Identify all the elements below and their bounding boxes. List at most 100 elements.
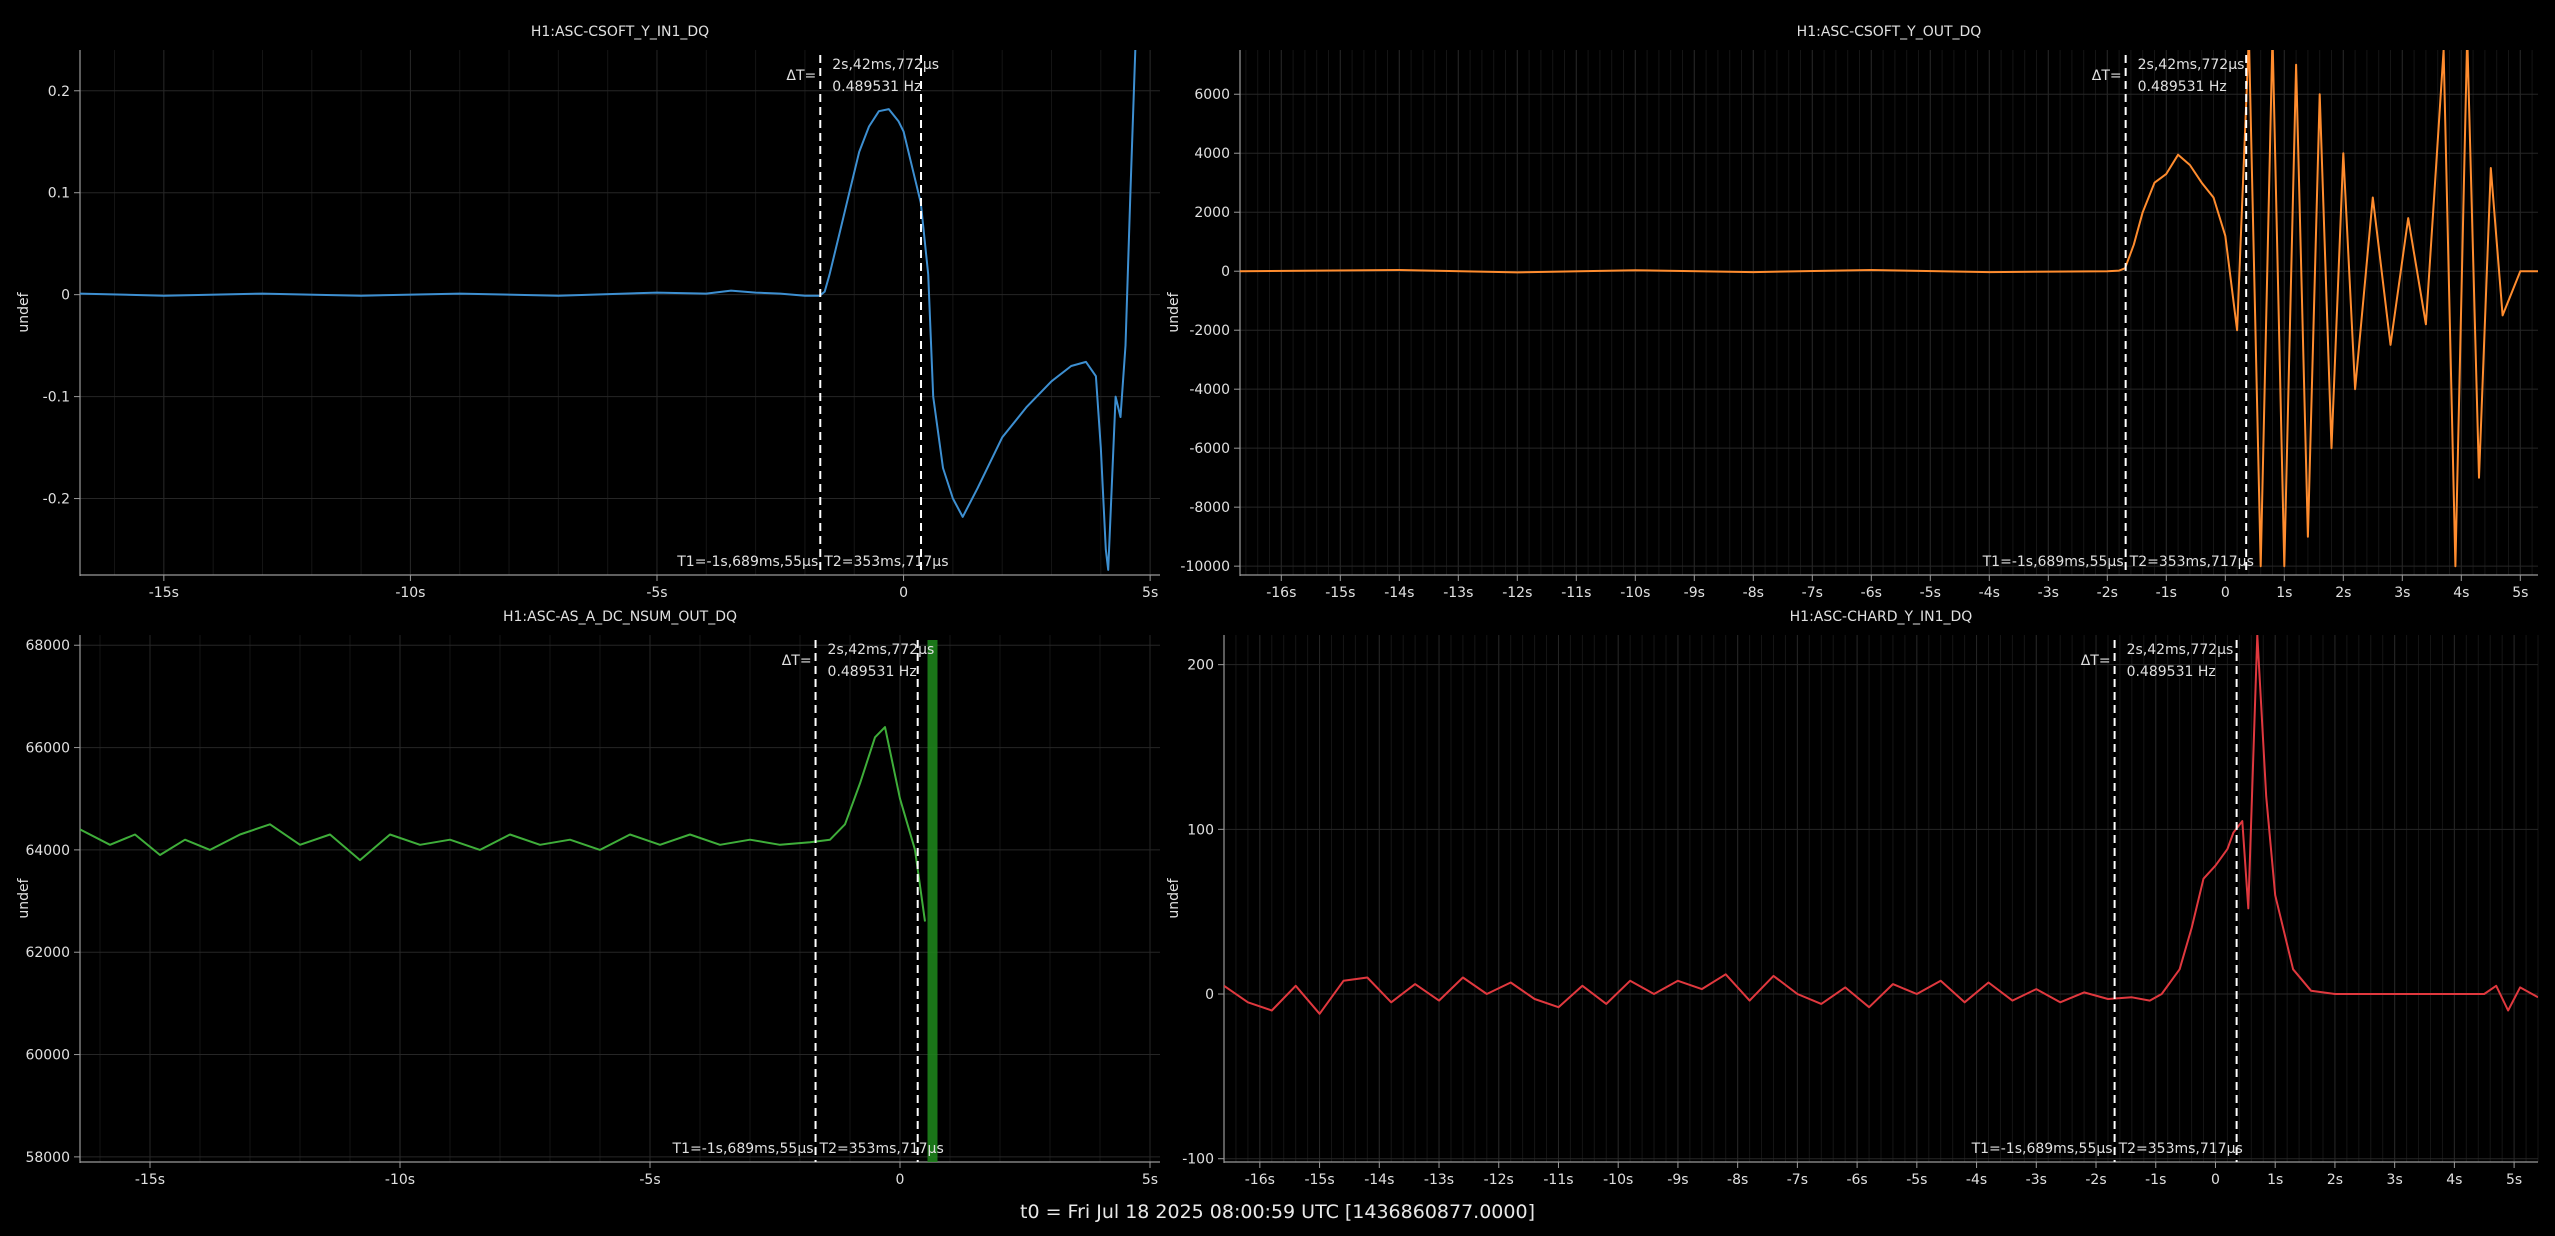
x-tick-label: 4s [2453,585,2469,601]
x-tick-label: -11s [1561,585,1591,601]
y-tick-label: -6000 [1189,441,1230,457]
y-tick-label: -100 [1182,1152,1214,1168]
cursor-delta-label: ΔT= [782,653,812,669]
x-tick-label: 0 [2221,585,2230,601]
x-tick-label: 4s [2446,1172,2462,1188]
chart-title: H1:ASC-CHARD_Y_IN1_DQ [1790,609,1973,625]
chart-panel-3: -15s -10s -5s 0 5s 68000 66000 64000 62000 60000 5… [16,609,1160,1188]
x-tick-label: -2s [2097,585,2118,601]
series-line [80,726,926,922]
x-tick-label: 0 [896,1172,905,1188]
cursor-t2-label: T2=353ms,717µs [823,554,948,570]
chart-panel-2: -16s -15s -14s -13s -12s -11s -10s -9s -8s -7s -6s… [1166,24,2538,601]
y-tick-label: -8000 [1189,500,1230,516]
x-tick-label: 2s [2335,585,2351,601]
x-tick-label: -11s [1543,1172,1573,1188]
x-tick-label: -5s [646,585,667,601]
y-tick-label: -2000 [1189,323,1230,339]
cursor-t1-label: T1=-1s,689ms,55µs [1982,554,2124,570]
cursor-delta-frequency: 0.489531 Hz [832,79,921,95]
chart-panel-1: -15s -10s -5s 0 5s 0.2 0.1 0 -0.1 -0.2 H1:ASC-CSOF… [16,24,1160,601]
x-tick-label: -16s [1245,1172,1275,1188]
cursor-delta-label: ΔT= [2081,653,2111,669]
y-tick-label: 100 [1187,822,1214,838]
x-tick-label: -4s [1979,585,2000,601]
x-tick-label: 2s [2327,1172,2343,1188]
cursor-delta-label: ΔT= [786,68,816,84]
y-tick-label: 2000 [1194,205,1230,221]
cursor-t2-label: T2=353ms,717µs [819,1141,944,1157]
y-tick-label: 200 [1187,658,1214,674]
x-tick-label: -2s [2085,1172,2106,1188]
y-axis-label: undef [16,291,32,332]
series-line [1224,635,2538,1015]
y-tick-label: 0 [61,288,70,304]
x-tick-label: -8s [1743,585,1764,601]
y-tick-label: 0.2 [48,84,70,100]
x-tick-label: -1s [2156,585,2177,601]
cursor-t1-label: T1=-1s,689ms,55µs [672,1141,814,1157]
x-tick-label: 0 [2211,1172,2220,1188]
y-tick-label: 64000 [25,843,70,859]
x-tick-label: -12s [1502,585,1532,601]
y-tick-label: -10000 [1180,559,1230,575]
x-tick-label: -13s [1443,585,1473,601]
x-tick-label: 3s [2394,585,2410,601]
x-tick-label: -5s [639,1172,660,1188]
x-tick-label: -1s [2145,1172,2166,1188]
y-tick-label: 60000 [25,1048,70,1064]
cursor-t2-label: T2=353ms,717µs [2129,554,2254,570]
x-tick-label: -9s [1667,1172,1688,1188]
x-tick-label: -7s [1802,585,1823,601]
x-tick-label: -8s [1727,1172,1748,1188]
x-tick-label: -12s [1484,1172,1514,1188]
x-tick-label: -7s [1787,1172,1808,1188]
cursor-t2-label: T2=353ms,717µs [2118,1141,2243,1157]
x-tick-label: -10s [395,585,425,601]
x-tick-label: -9s [1684,585,1705,601]
cursor-delta-frequency: 0.489531 Hz [828,664,917,680]
cursor-delta-time: 2s,42ms,772µs [832,57,939,73]
y-axis-label: undef [1166,291,1182,332]
x-tick-label: 5s [2506,1172,2522,1188]
x-tick-label: -10s [1603,1172,1633,1188]
series-line [80,50,1137,571]
y-tick-label: 6000 [1194,87,1230,103]
cursor-delta-frequency: 0.489531 Hz [2138,79,2227,95]
x-tick-label: -5s [1920,585,1941,601]
x-tick-label: 1s [2276,585,2292,601]
x-tick-label: -15s [1325,585,1355,601]
x-tick-label: -3s [2026,1172,2047,1188]
cursor-t1-label: T1=-1s,689ms,55µs [1971,1141,2113,1157]
x-tick-label: -14s [1364,1172,1394,1188]
x-tick-label: -10s [385,1172,415,1188]
y-tick-label: 4000 [1194,146,1230,162]
y-tick-label: 0.1 [48,186,70,202]
y-tick-label: -0.1 [43,390,70,406]
cursor-t1-label: T1=-1s,689ms,55µs [676,554,818,570]
x-tick-label: -5s [1906,1172,1927,1188]
x-tick-label: -16s [1266,585,1296,601]
x-tick-label: -6s [1861,585,1882,601]
cursor-delta-frequency: 0.489531 Hz [2127,664,2216,680]
x-tick-label: 1s [2267,1172,2283,1188]
x-tick-label: -3s [2038,585,2059,601]
series-line [1240,50,2538,568]
cursor-delta-time: 2s,42ms,772µs [2127,642,2234,658]
x-tick-label: -15s [149,585,179,601]
chart-title: H1:ASC-AS_A_DC_NSUM_OUT_DQ [503,609,737,625]
y-tick-label: 0 [1221,264,1230,280]
y-tick-label: 0 [1205,987,1214,1003]
y-tick-label: 62000 [25,945,70,961]
series-band [927,640,938,1162]
chart-panel-4: -16s -15s -14s -13s -12s -11s -10s -9s -8s -7s -6s… [1166,609,2539,1188]
x-tick-label: 5s [2512,585,2528,601]
cursor-delta-time: 2s,42ms,772µs [2138,57,2245,73]
x-tick-label: 5s [1142,585,1158,601]
x-tick-label: 0 [899,585,908,601]
chart-title: H1:ASC-CSOFT_Y_OUT_DQ [1797,24,1982,40]
y-axis-label: undef [16,877,32,918]
chart-title: H1:ASC-CSOFT_Y_IN1_DQ [531,24,709,40]
y-tick-label: 58000 [25,1150,70,1166]
x-tick-label: -6s [1846,1172,1867,1188]
